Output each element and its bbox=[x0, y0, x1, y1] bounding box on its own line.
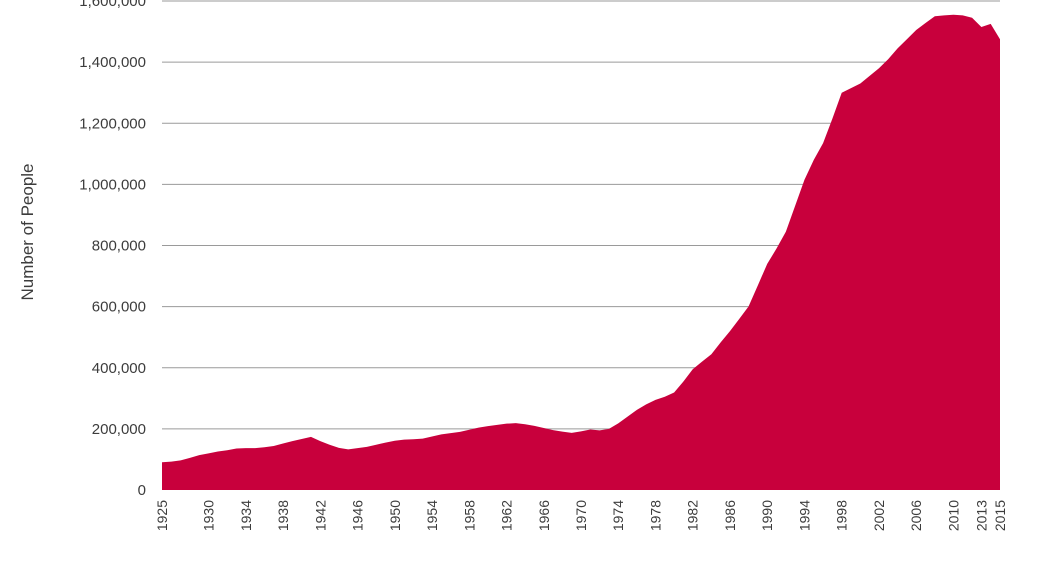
x-tick-label: 2010 bbox=[945, 500, 961, 531]
x-tick-label: 1962 bbox=[499, 500, 515, 531]
x-tick-label: 2015 bbox=[992, 500, 1008, 531]
x-tick-label: 1958 bbox=[461, 500, 477, 531]
x-tick-label: 1990 bbox=[759, 500, 775, 531]
x-tick-label: 1998 bbox=[834, 500, 850, 531]
x-tick-label: 1986 bbox=[722, 500, 738, 531]
y-tick-label: 200,000 bbox=[92, 421, 146, 438]
x-tick-label: 2013 bbox=[973, 500, 989, 531]
x-tick-label: 1950 bbox=[387, 500, 403, 531]
x-tick-label: 1978 bbox=[647, 500, 663, 531]
x-tick-label: 1974 bbox=[610, 500, 626, 531]
x-tick-label: 1925 bbox=[154, 500, 170, 531]
y-axis-tick-labels: 0 200,000 400,000 600,000 800,000 1,000,000 1,… bbox=[79, 0, 146, 499]
x-tick-label: 1966 bbox=[536, 500, 552, 531]
x-tick-label: 1970 bbox=[573, 500, 589, 531]
x-tick-label: 1930 bbox=[201, 500, 217, 531]
y-tick-label: 1,200,000 bbox=[79, 115, 146, 132]
x-tick-label: 1934 bbox=[238, 500, 254, 531]
x-tick-label: 1994 bbox=[796, 500, 812, 531]
y-tick-label: 600,000 bbox=[92, 299, 146, 316]
x-tick-label: 1954 bbox=[424, 500, 440, 531]
x-tick-label: 1946 bbox=[350, 500, 366, 531]
y-tick-label: 800,000 bbox=[92, 238, 146, 255]
y-axis-title: Number of People bbox=[18, 163, 37, 300]
x-axis-tick-labels: 1925 1930 1934 1938 1942 1946 1950 1954 1958 1962… bbox=[154, 500, 1008, 531]
x-tick-label: 1938 bbox=[275, 500, 291, 531]
x-tick-label: 1942 bbox=[312, 500, 328, 531]
y-tick-label: 0 bbox=[138, 482, 146, 499]
y-tick-label: 400,000 bbox=[92, 360, 146, 377]
y-tick-label: 1,000,000 bbox=[79, 176, 146, 193]
x-tick-label: 2002 bbox=[871, 500, 887, 531]
area-series-fill bbox=[162, 14, 1000, 490]
y-tick-label: 1,600,000 bbox=[79, 0, 146, 10]
x-tick-label: 2006 bbox=[908, 500, 924, 531]
gridlines bbox=[162, 0, 1000, 430]
x-tick-label: 1982 bbox=[685, 500, 701, 531]
y-tick-label: 1,400,000 bbox=[79, 54, 146, 71]
